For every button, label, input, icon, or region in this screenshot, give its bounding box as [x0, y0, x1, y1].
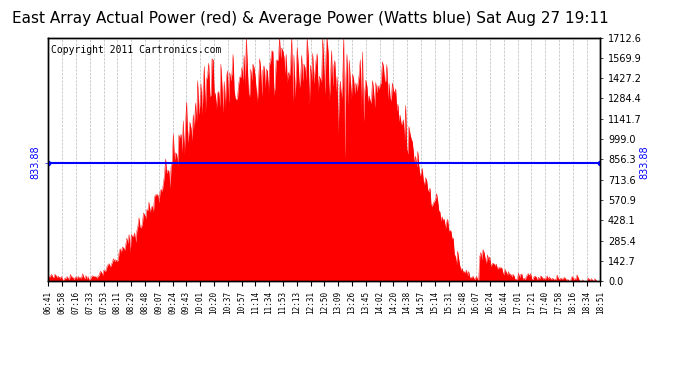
Text: Copyright 2011 Cartronics.com: Copyright 2011 Cartronics.com	[51, 45, 221, 55]
Text: East Array Actual Power (red) & Average Power (Watts blue) Sat Aug 27 19:11: East Array Actual Power (red) & Average …	[12, 11, 609, 26]
Text: 833.88: 833.88	[640, 146, 649, 179]
